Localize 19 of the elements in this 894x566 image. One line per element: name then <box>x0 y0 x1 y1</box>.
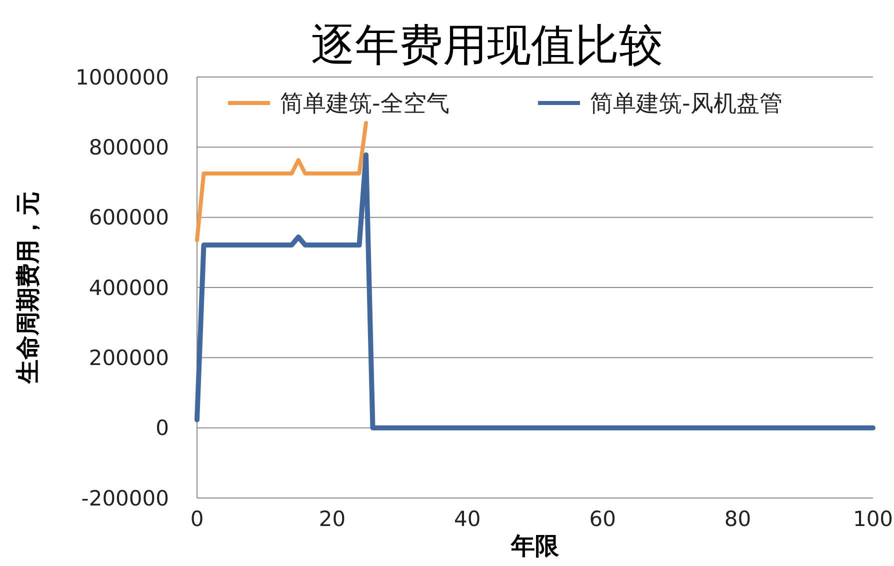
line-series <box>195 120 368 242</box>
y-tick-label: 800000 <box>88 136 169 160</box>
x-tick-label: 60 <box>589 507 616 531</box>
x-axis-title: 年限 <box>510 532 560 560</box>
y-tick-label: 200000 <box>88 346 169 370</box>
chart-title: 逐年费用现值比较 <box>311 20 663 71</box>
legend-label: 简单建筑-风机盘管 <box>590 91 782 118</box>
y-tick-label: -200000 <box>81 486 169 510</box>
x-tick-label: 40 <box>454 507 481 531</box>
x-tick-label: 100 <box>852 507 894 531</box>
y-tick-label: 1000000 <box>75 65 169 90</box>
y-tick-label: 0 <box>156 416 169 440</box>
y-tick-label: 400000 <box>88 276 169 300</box>
y-tick-label: 600000 <box>88 206 169 230</box>
x-tick-label: 80 <box>724 507 752 531</box>
y-axis-title: 生命周期费用，元 <box>14 192 42 384</box>
legend-label: 简单建筑-全空气 <box>280 91 450 118</box>
x-tick-label: 0 <box>190 507 204 531</box>
x-tick-label: 20 <box>318 507 346 531</box>
